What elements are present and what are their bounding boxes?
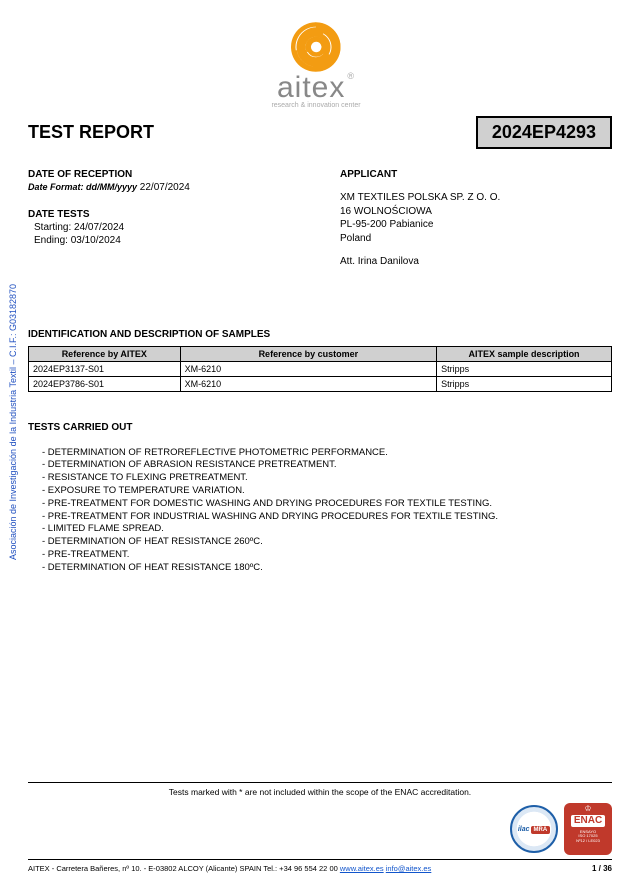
test-item: - RESISTANCE TO FLEXING PRETREATMENT. [28, 472, 612, 485]
tests-heading: TESTS CARRIED OUT [28, 422, 612, 433]
left-info-column: DATE OF RECEPTION Date Format: dd/MM/yyy… [28, 169, 300, 269]
logo-main: aitex [277, 71, 345, 104]
accreditation-note: Tests marked with * are not included wit… [28, 787, 612, 797]
test-item: - DETERMINATION OF RETROREFLECTIVE PHOTO… [28, 447, 612, 460]
col-header-1: Reference by customer [180, 346, 437, 361]
applicant-line4: Poland [340, 232, 612, 246]
table-cell: XM-6210 [180, 376, 437, 391]
date-tests-block: DATE TESTS Starting: 24/07/2024 Ending: … [28, 209, 300, 248]
footer-address-line: AITEX - Carretera Bañeres, nº 10. - E-03… [28, 864, 612, 873]
badges-row: ilacMRA ♔ ENAC ENSAYO ISO 17025 Nº12 / L… [28, 803, 612, 855]
table-cell: 2024EP3137-S01 [29, 361, 181, 376]
col-header-0: Reference by AITEX [29, 346, 181, 361]
report-number-box: 2024EP4293 [476, 116, 612, 149]
enac-sub: ENSAYO ISO 17025 Nº12 / LE023 [576, 830, 600, 843]
date-tests-end: Ending: 03/10/2024 [28, 234, 300, 248]
test-item: - PRE-TREATMENT FOR DOMESTIC WASHING AND… [28, 498, 612, 511]
ilac-text: ilacMRA [518, 826, 550, 833]
logo-text: aitex® [0, 71, 632, 105]
applicant-line1: XM TEXTILES POLSKA SP. Z O. O. [340, 191, 612, 205]
date-tests-heading: DATE TESTS [28, 209, 300, 220]
ilac-mra: MRA [531, 826, 551, 834]
vertical-association-text: Asociación de Investigación de la Indust… [8, 284, 18, 560]
table-row: 2024EP3786-S01XM-6210Stripps [29, 376, 612, 391]
test-item: - PRE-TREATMENT. [28, 549, 612, 562]
page-number: 1 / 36 [592, 864, 612, 873]
test-item: - DETERMINATION OF HEAT RESISTANCE 260ºC… [28, 536, 612, 549]
report-title: TEST REPORT [28, 122, 154, 143]
test-item: - DETERMINATION OF ABRASION RESISTANCE P… [28, 459, 612, 472]
ilac-badge-icon: ilacMRA [510, 805, 558, 853]
applicant-line2: 16 WOLNOŚCIOWA [340, 205, 612, 219]
tests-list: - DETERMINATION OF RETROREFLECTIVE PHOTO… [28, 447, 612, 575]
footer-link-email[interactable]: info@aitex.es [386, 864, 432, 873]
table-row: 2024EP3137-S01XM-6210Stripps [29, 361, 612, 376]
crown-icon: ♔ [584, 805, 591, 813]
enac-badge-icon: ♔ ENAC ENSAYO ISO 17025 Nº12 / LE023 [564, 803, 612, 855]
start-label: Starting: [34, 222, 74, 233]
test-item: - PRE-TREATMENT FOR INDUSTRIAL WASHING A… [28, 511, 612, 524]
footer-rule-2 [28, 859, 612, 860]
samples-heading: IDENTIFICATION AND DESCRIPTION OF SAMPLE… [28, 329, 612, 340]
info-columns: DATE OF RECEPTION Date Format: dd/MM/yyy… [28, 169, 612, 269]
end-label: Ending: [34, 235, 71, 246]
reception-block: DATE OF RECEPTION Date Format: dd/MM/yyy… [28, 169, 300, 195]
col-header-2: AITEX sample description [437, 346, 612, 361]
table-cell: Stripps [437, 376, 612, 391]
main-content: TEST REPORT 2024EP4293 DATE OF RECEPTION… [28, 116, 612, 575]
samples-tbody: 2024EP3137-S01XM-6210Stripps2024EP3786-S… [29, 361, 612, 391]
reception-heading: DATE OF RECEPTION [28, 169, 300, 180]
table-cell: XM-6210 [180, 361, 437, 376]
footer-link-web[interactable]: www.aitex.es [340, 864, 384, 873]
enac-label: ENAC [571, 815, 605, 827]
end-date: 03/10/2024 [71, 235, 121, 246]
test-item: - DETERMINATION OF HEAT RESISTANCE 180ºC… [28, 562, 612, 575]
start-date: 24/07/2024 [74, 222, 124, 233]
table-cell: Stripps [437, 361, 612, 376]
footer: Tests marked with * are not included wit… [28, 782, 612, 873]
date-tests-start: Starting: 24/07/2024 [28, 221, 300, 235]
footer-address: AITEX - Carretera Bañeres, nº 10. - E-03… [28, 864, 431, 873]
date-format-label: Date Format: dd/MM/yyyy [28, 182, 137, 192]
footer-rule-1 [28, 782, 612, 783]
table-header-row: Reference by AITEX Reference by customer… [29, 346, 612, 361]
title-row: TEST REPORT 2024EP4293 [28, 116, 612, 149]
applicant-line3: PL-95-200 Pabianice [340, 218, 612, 232]
right-info-column: APPLICANT XM TEXTILES POLSKA SP. Z O. O.… [340, 169, 612, 269]
spiral-icon [291, 22, 341, 72]
logo-block: aitex® research & innovation center [0, 0, 632, 109]
table-cell: 2024EP3786-S01 [29, 376, 181, 391]
test-item: - LIMITED FLAME SPREAD. [28, 523, 612, 536]
test-item: - EXPOSURE TO TEMPERATURE VARIATION. [28, 485, 612, 498]
samples-table: Reference by AITEX Reference by customer… [28, 346, 612, 392]
reception-date: 22/07/2024 [137, 182, 190, 193]
reception-line: Date Format: dd/MM/yyyy 22/07/2024 [28, 181, 300, 195]
logo-reg: ® [347, 71, 355, 81]
applicant-heading: APPLICANT [340, 169, 612, 180]
applicant-line5: Att. Irina Danilova [340, 255, 612, 269]
